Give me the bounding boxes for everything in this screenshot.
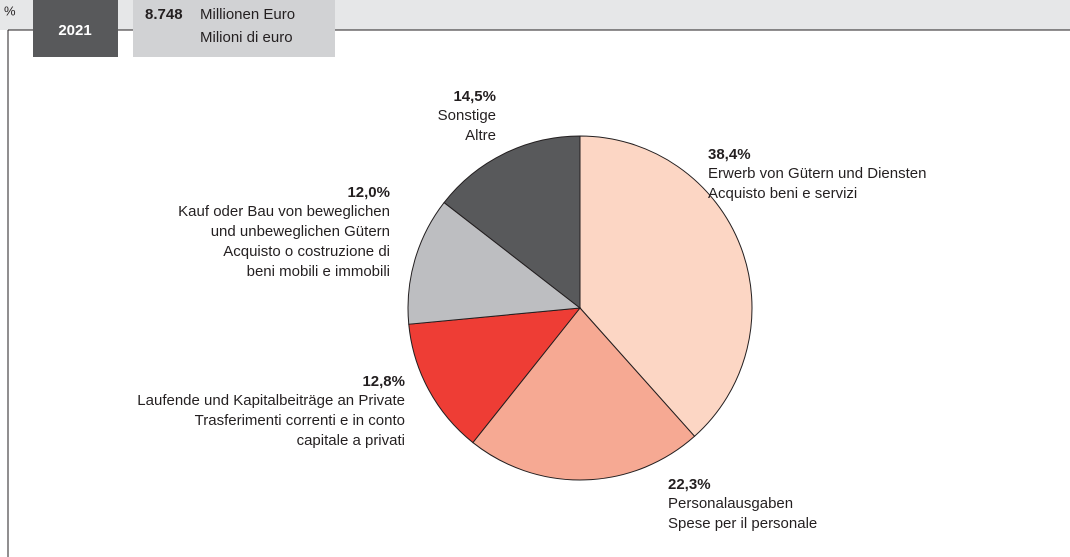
- slice-label: Acquisto beni e servizi: [708, 185, 857, 202]
- value-label: 14,5%: [453, 88, 496, 105]
- value-label: 22,3%: [668, 476, 711, 493]
- unit-label: %: [4, 3, 16, 18]
- slice-label: Altre: [465, 127, 496, 144]
- slice-label: Laufende und Kapitalbeiträge an Private: [137, 392, 405, 409]
- slice-label: beni mobili e immobili: [247, 263, 390, 280]
- slice-label: Trasferimenti correnti e in conto: [195, 412, 405, 429]
- total-box: [133, 0, 335, 57]
- pie-slice: [443, 135, 581, 310]
- total: 8.748: [145, 6, 183, 23]
- slice-label: und unbeweglichen Gütern: [211, 223, 390, 240]
- value-label: 38,4%: [708, 146, 751, 163]
- slice-label: Personalausgaben: [668, 495, 793, 512]
- slice-label: Sonstige: [438, 107, 496, 124]
- total-unit: Millionen Euro: [200, 6, 295, 23]
- pie-slice: [472, 307, 696, 481]
- pie-slice: [407, 201, 582, 325]
- slice-label: Spese per il personale: [668, 515, 817, 532]
- slice-label: Erwerb von Gütern und Diensten: [708, 165, 926, 182]
- total-unit: Milioni di euro: [200, 29, 293, 46]
- slice-label: capitale a privati: [297, 432, 405, 449]
- value-label: 12,0%: [347, 184, 390, 201]
- slice-label: Kauf oder Bau von beweglichen: [178, 203, 390, 220]
- pie-slice: [579, 135, 753, 438]
- year: 2021: [58, 22, 91, 39]
- slice-label: Acquisto o costruzione di: [223, 243, 390, 260]
- value-label: 12,8%: [362, 373, 405, 390]
- year-box: [33, 0, 118, 57]
- pie-slice: [408, 307, 582, 444]
